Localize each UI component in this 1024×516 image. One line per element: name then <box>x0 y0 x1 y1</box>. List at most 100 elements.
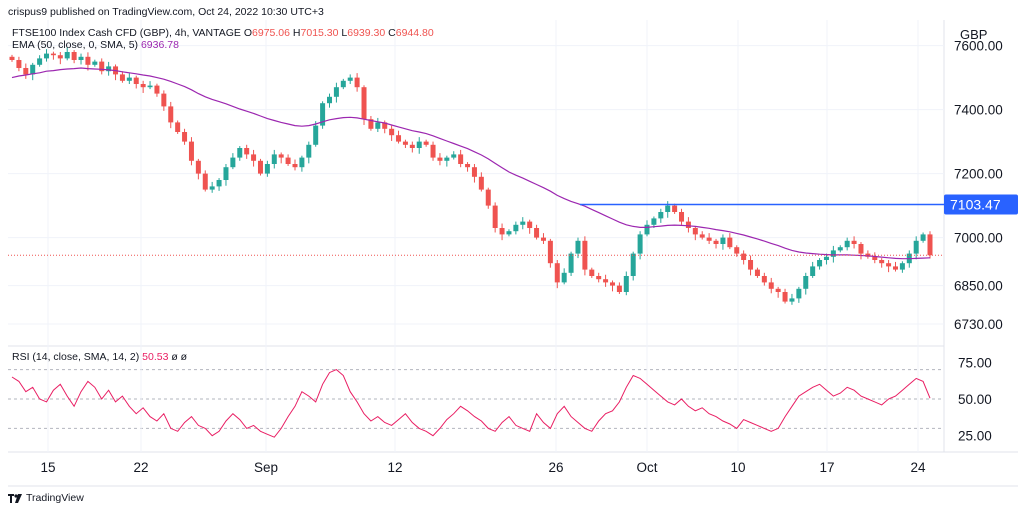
candle <box>430 141 436 161</box>
rsi-value: 50.53 <box>142 351 169 363</box>
candle-body <box>727 237 733 248</box>
candle <box>320 101 326 129</box>
rsi-legend[interactable]: RSI (14, close, SMA, 14, 2) 50.53 ø ø <box>12 351 187 363</box>
candle <box>71 50 77 64</box>
candle-body <box>106 66 112 72</box>
candle <box>451 151 457 160</box>
time-tick-label: Oct <box>636 460 657 475</box>
candle-body <box>513 224 519 232</box>
time-tick-label: 17 <box>819 460 834 475</box>
candle-body <box>810 266 816 276</box>
candle <box>389 125 395 141</box>
candle <box>99 58 105 75</box>
candle <box>9 54 15 62</box>
candle <box>672 203 678 214</box>
ema-line <box>8 67 944 260</box>
candle <box>278 152 284 164</box>
price-tick-label: 7200.00 <box>954 167 1003 182</box>
open-label: O <box>243 27 253 39</box>
candle-body <box>720 237 726 244</box>
symbol-title: FTSE100 Index Cash CFD (GBP), 4h, VANTAG… <box>12 27 241 39</box>
candle-body <box>782 292 788 302</box>
candle <box>423 139 429 147</box>
candle-body <box>651 218 657 225</box>
candle <box>837 245 843 253</box>
candle-body <box>803 276 809 289</box>
candle-body <box>209 186 215 190</box>
high-label: H <box>292 27 301 39</box>
symbol-legend[interactable]: FTSE100 Index Cash CFD (GBP), 4h, VANTAG… <box>12 27 434 39</box>
candle-body <box>561 272 567 283</box>
candle-body <box>775 288 781 292</box>
candle-body <box>768 282 774 289</box>
footer-brand[interactable]: TradingView <box>8 492 84 504</box>
candle-body <box>451 154 457 158</box>
candle-body <box>823 256 829 260</box>
candle <box>147 81 153 90</box>
candle <box>886 260 892 273</box>
candle <box>354 73 360 92</box>
candle-body <box>257 160 263 174</box>
candle <box>458 149 464 168</box>
time-tick-label: 22 <box>133 460 148 475</box>
candle <box>713 238 719 249</box>
publisher-line: crispus9 published on TradingView.com, O… <box>8 6 324 18</box>
candle-body <box>396 135 402 142</box>
candle-body <box>251 154 257 161</box>
candle <box>113 64 119 81</box>
candle <box>623 271 629 296</box>
candle-body <box>534 228 540 238</box>
candle-body <box>389 128 395 136</box>
candle-body <box>333 87 339 97</box>
candle-body <box>637 234 643 254</box>
candle <box>327 93 333 108</box>
resistance-line[interactable]: 7103.47 <box>580 194 1018 215</box>
candle-body <box>506 231 512 235</box>
candle <box>554 260 560 289</box>
candle-body <box>844 240 850 248</box>
candle <box>299 155 305 172</box>
candle-body <box>568 253 574 273</box>
candle-body <box>789 298 795 302</box>
candle-body <box>327 96 333 104</box>
candle-body <box>361 87 367 120</box>
candle-body <box>679 212 685 222</box>
candle-body <box>554 263 560 283</box>
candle-body <box>465 164 471 168</box>
candle-body <box>306 144 312 158</box>
candle-body <box>837 247 843 251</box>
candle <box>285 154 291 166</box>
candle-body <box>175 122 181 132</box>
candle-body <box>685 221 691 228</box>
candle <box>658 208 664 223</box>
candle-body <box>665 205 671 212</box>
price-tick-label: 6730.00 <box>954 317 1003 332</box>
candle-body <box>851 240 857 244</box>
candle <box>37 55 43 67</box>
candle-body <box>133 77 139 84</box>
low-label: L <box>341 27 348 39</box>
ema-legend[interactable]: EMA (50, close, 0, SMA, 5) 6936.78 <box>12 39 179 51</box>
candle <box>188 137 194 166</box>
candle <box>830 245 836 263</box>
candle <box>251 149 257 167</box>
candle <box>727 233 733 250</box>
candle <box>409 141 415 153</box>
candle <box>865 250 871 259</box>
time-tick-label: 15 <box>40 460 55 475</box>
candle <box>168 101 174 129</box>
candle <box>50 51 56 60</box>
candle-body <box>244 148 250 155</box>
candle <box>823 253 829 265</box>
candle <box>64 47 70 61</box>
candle <box>734 245 740 257</box>
candle-body <box>630 253 636 276</box>
candle <box>775 286 781 298</box>
candle-body <box>575 240 581 254</box>
candle-body <box>216 180 222 187</box>
candle <box>209 181 215 193</box>
candle-body <box>603 279 609 283</box>
candle <box>644 220 650 237</box>
candle <box>665 201 671 218</box>
